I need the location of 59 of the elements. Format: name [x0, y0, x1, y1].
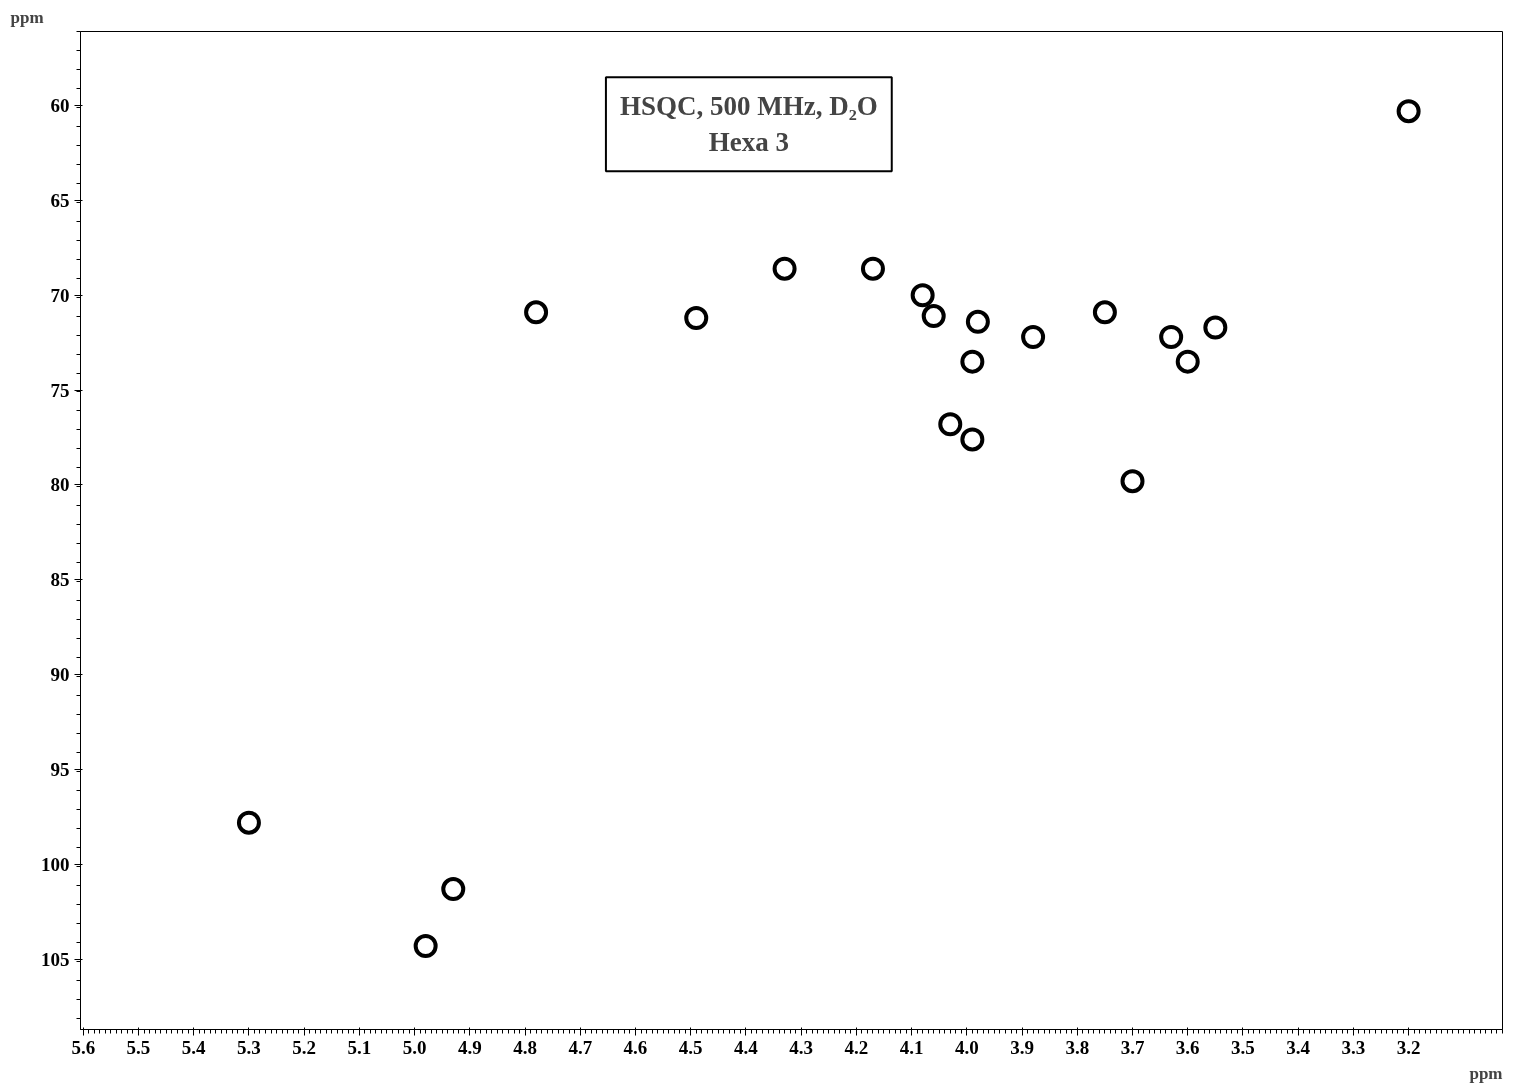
y-axis-title: ppm — [10, 7, 44, 27]
point — [860, 256, 885, 281]
y-tick-label: 65 — [50, 189, 70, 211]
x-tick-label: 5.5 — [126, 1036, 151, 1058]
text: HSQC, 500 MHz, D₂O — [619, 91, 878, 122]
point — [684, 306, 709, 330]
y-tick-label: 80 — [50, 474, 70, 496]
point — [1159, 324, 1184, 349]
x-tick-label: 4.8 — [513, 1036, 537, 1058]
y-tick-label: 85 — [50, 569, 70, 591]
text: Hexa 3 — [708, 127, 789, 158]
x-tick-label: 5.3 — [237, 1036, 261, 1058]
point — [965, 309, 990, 334]
y-tick-label: 95 — [50, 759, 70, 781]
x-tick-label: 4.2 — [844, 1036, 869, 1058]
x-axis-title: ppm — [1469, 1063, 1503, 1083]
point — [772, 256, 797, 281]
point — [236, 810, 261, 835]
y-tick-label: 70 — [50, 284, 70, 306]
point — [1120, 469, 1145, 494]
point — [1021, 324, 1046, 349]
y-tick-label: 100 — [41, 853, 70, 875]
x-tick-label: 5.2 — [292, 1036, 317, 1058]
point — [1203, 315, 1228, 340]
x-tick-label: 3.3 — [1341, 1036, 1366, 1058]
x-tick-label: 3.6 — [1175, 1036, 1200, 1058]
point — [524, 300, 549, 325]
x-tick-label: 4.7 — [568, 1036, 593, 1058]
point — [1396, 99, 1421, 124]
x-tick-label: 4.0 — [954, 1036, 979, 1058]
x-tick-label: 3.7 — [1120, 1036, 1145, 1058]
point — [441, 877, 466, 902]
x-tick-label: 4.4 — [734, 1036, 759, 1058]
x-tick-label: 4.3 — [789, 1036, 814, 1058]
x-tick-label: 3.5 — [1231, 1036, 1255, 1058]
point — [921, 304, 946, 329]
point — [938, 412, 963, 437]
point — [1175, 349, 1200, 374]
x-tick-label: 5.4 — [181, 1036, 207, 1058]
point — [1092, 300, 1117, 325]
x-tick-label: 4.9 — [457, 1036, 482, 1058]
y-tick-label: 105 — [41, 948, 70, 970]
point — [960, 427, 985, 452]
x-tick-label: 4.6 — [623, 1036, 648, 1058]
y-tick-label: 90 — [50, 664, 70, 686]
point — [910, 283, 935, 308]
x-tick-label: 5.1 — [347, 1036, 372, 1058]
x-tick-label: 5.6 — [71, 1036, 96, 1058]
y-tick-label: 60 — [50, 95, 70, 116]
x-tick-label: 5.0 — [402, 1036, 427, 1058]
point — [413, 934, 438, 958]
x-tick-label: 4.1 — [899, 1036, 924, 1058]
x-tick-label: 4.5 — [678, 1036, 703, 1058]
x-tick-label: 3.8 — [1065, 1036, 1090, 1058]
x-tick-label: 3.4 — [1286, 1036, 1311, 1058]
x-tick-label: 3.9 — [1010, 1036, 1034, 1058]
y-tick-label: 75 — [50, 379, 70, 401]
point — [960, 349, 985, 374]
x-tick-label: 3.2 — [1396, 1036, 1421, 1058]
